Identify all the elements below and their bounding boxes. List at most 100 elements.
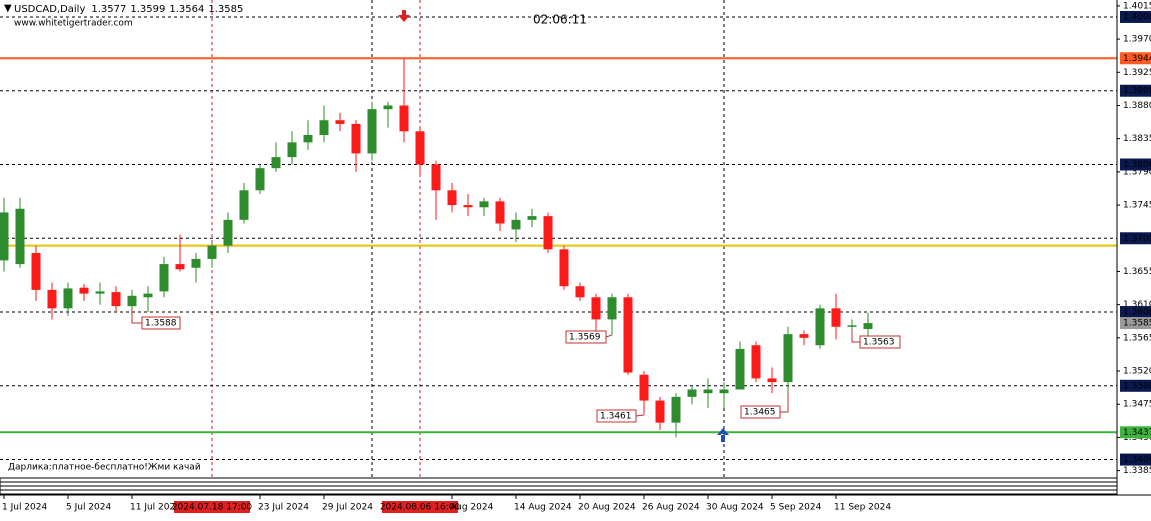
candle-body [255, 168, 265, 191]
y-tick-label: 1.3880 [1123, 101, 1151, 111]
candle-body [735, 348, 745, 390]
price-axis: 1.4015 1.3970 1.3925 1.3880 1.3835 1.3790 1.37… [1117, 1, 1151, 476]
x-highlight-label: 2024.08.06 16:00 [380, 503, 461, 513]
header-close: 1.3585 [208, 4, 243, 15]
candle-body [799, 334, 809, 338]
y-tick-label: 1.3925 [1123, 68, 1151, 78]
candle-body [783, 334, 793, 383]
annotation-label: 1.3588 [145, 319, 177, 329]
candle-body [815, 308, 825, 346]
candle-body [511, 219, 521, 230]
level-label-box [1120, 379, 1151, 392]
candle-body [79, 287, 89, 294]
candle-body [383, 105, 393, 110]
annotation-leader [131, 310, 142, 324]
y-tick-label: 1.3565 [1123, 333, 1151, 343]
level-label: 1.4000 [1123, 12, 1151, 22]
candle-body [111, 292, 121, 307]
candle-body [319, 120, 329, 135]
level-label: 1.3437 [1123, 428, 1151, 438]
candle-body [303, 134, 313, 143]
x-tick-label: 29 Jul 2024 [322, 503, 373, 513]
level-label: 1.3944 [1123, 54, 1151, 64]
x-tick-label: 1 Jul 2024 [2, 503, 47, 513]
annotation-leader [780, 392, 789, 413]
level-label-box [1120, 10, 1151, 23]
x-tick-label: 11 Jul 2024 [130, 503, 181, 513]
sell-arrow [398, 10, 410, 22]
buy-arrow [717, 428, 729, 442]
x-tick-label: 26 Aug 2024 [642, 503, 700, 513]
annotation-label: 1.3569 [569, 333, 601, 343]
level-label: 1.3500 [1123, 381, 1151, 391]
y-tick-label: 1.3745 [1123, 201, 1151, 211]
header-low: 1.3564 [169, 4, 204, 15]
candle-body [239, 190, 249, 220]
x-tick-label: Aug 2024 [450, 503, 494, 513]
x-tick-label: 5 Jul 2024 [66, 503, 111, 513]
candle-body [447, 190, 457, 206]
candle-body [351, 123, 361, 154]
candle-body [623, 297, 633, 373]
level-label: 1.3400 [1123, 455, 1151, 465]
y-tick-label: 1.3610 [1123, 300, 1151, 310]
current-price-box [1120, 317, 1151, 330]
candle-body [527, 216, 537, 220]
candle-body [15, 208, 25, 265]
candle-body [31, 253, 41, 290]
x-highlight-box [382, 501, 458, 513]
level-label-box [1120, 306, 1151, 319]
candle-body [143, 293, 153, 298]
level-label-box [1120, 52, 1151, 65]
candle-body [415, 131, 425, 165]
level-label: 1.3900 [1123, 86, 1151, 96]
header: USDCAD,Daily 1.3577 1.3599 1.3564 1.3585 [14, 4, 243, 15]
current-price-label: 1.3585 [1123, 319, 1151, 329]
candle-body [703, 389, 713, 394]
annotation-box [141, 316, 181, 330]
annotation-box [740, 405, 781, 419]
candle-body [719, 389, 729, 394]
timer: 02:06:11 [533, 13, 587, 27]
level-label: 1.3600 [1123, 308, 1151, 318]
annotation-leader [605, 334, 613, 338]
annotation-box [565, 330, 607, 344]
candle-body [639, 374, 649, 401]
candle-body [399, 105, 409, 132]
candle-body [671, 396, 681, 423]
candle-body [95, 291, 105, 294]
level-label-box [1120, 84, 1151, 97]
candle-body [287, 142, 297, 158]
level-label-box [1120, 232, 1151, 245]
x-tick-label: 23 Jul 2024 [258, 503, 309, 513]
level-label-box [1120, 158, 1151, 171]
annotation-box [596, 409, 637, 423]
y-tick-label: 1.3835 [1123, 134, 1151, 144]
candle-body [479, 201, 489, 208]
candle-body [127, 295, 137, 307]
candle-body [335, 120, 345, 124]
candle-body [47, 289, 57, 309]
candle-body [0, 212, 9, 261]
x-tick-label: 20 Aug 2024 [578, 503, 636, 513]
menu-triangle[interactable]: ▼ [4, 3, 12, 14]
x-highlight-label: 2024.07.18 17:00 [172, 503, 253, 513]
footer-note: Дарлика:платное-бесплатно!Жми качай [8, 463, 201, 473]
candle-body [431, 164, 441, 191]
watermark: www.whitetigertrader.com [14, 19, 133, 29]
y-tick-label: 1.3970 [1123, 35, 1151, 45]
y-tick-label: 1.3790 [1123, 167, 1151, 177]
level-label-box [1120, 426, 1151, 439]
y-tick-label: 1.3520 [1123, 367, 1151, 377]
candle-body [847, 325, 857, 327]
candle-body [175, 264, 185, 270]
candle-body [463, 205, 473, 208]
annotation-leader [635, 414, 645, 417]
candle-body [831, 308, 841, 327]
annotation-label: 1.3563 [863, 338, 895, 348]
x-tick-label: 5 Sep 2024 [770, 503, 822, 513]
y-tick-label: 1.3385 [1123, 466, 1151, 476]
candle-body [159, 264, 169, 292]
